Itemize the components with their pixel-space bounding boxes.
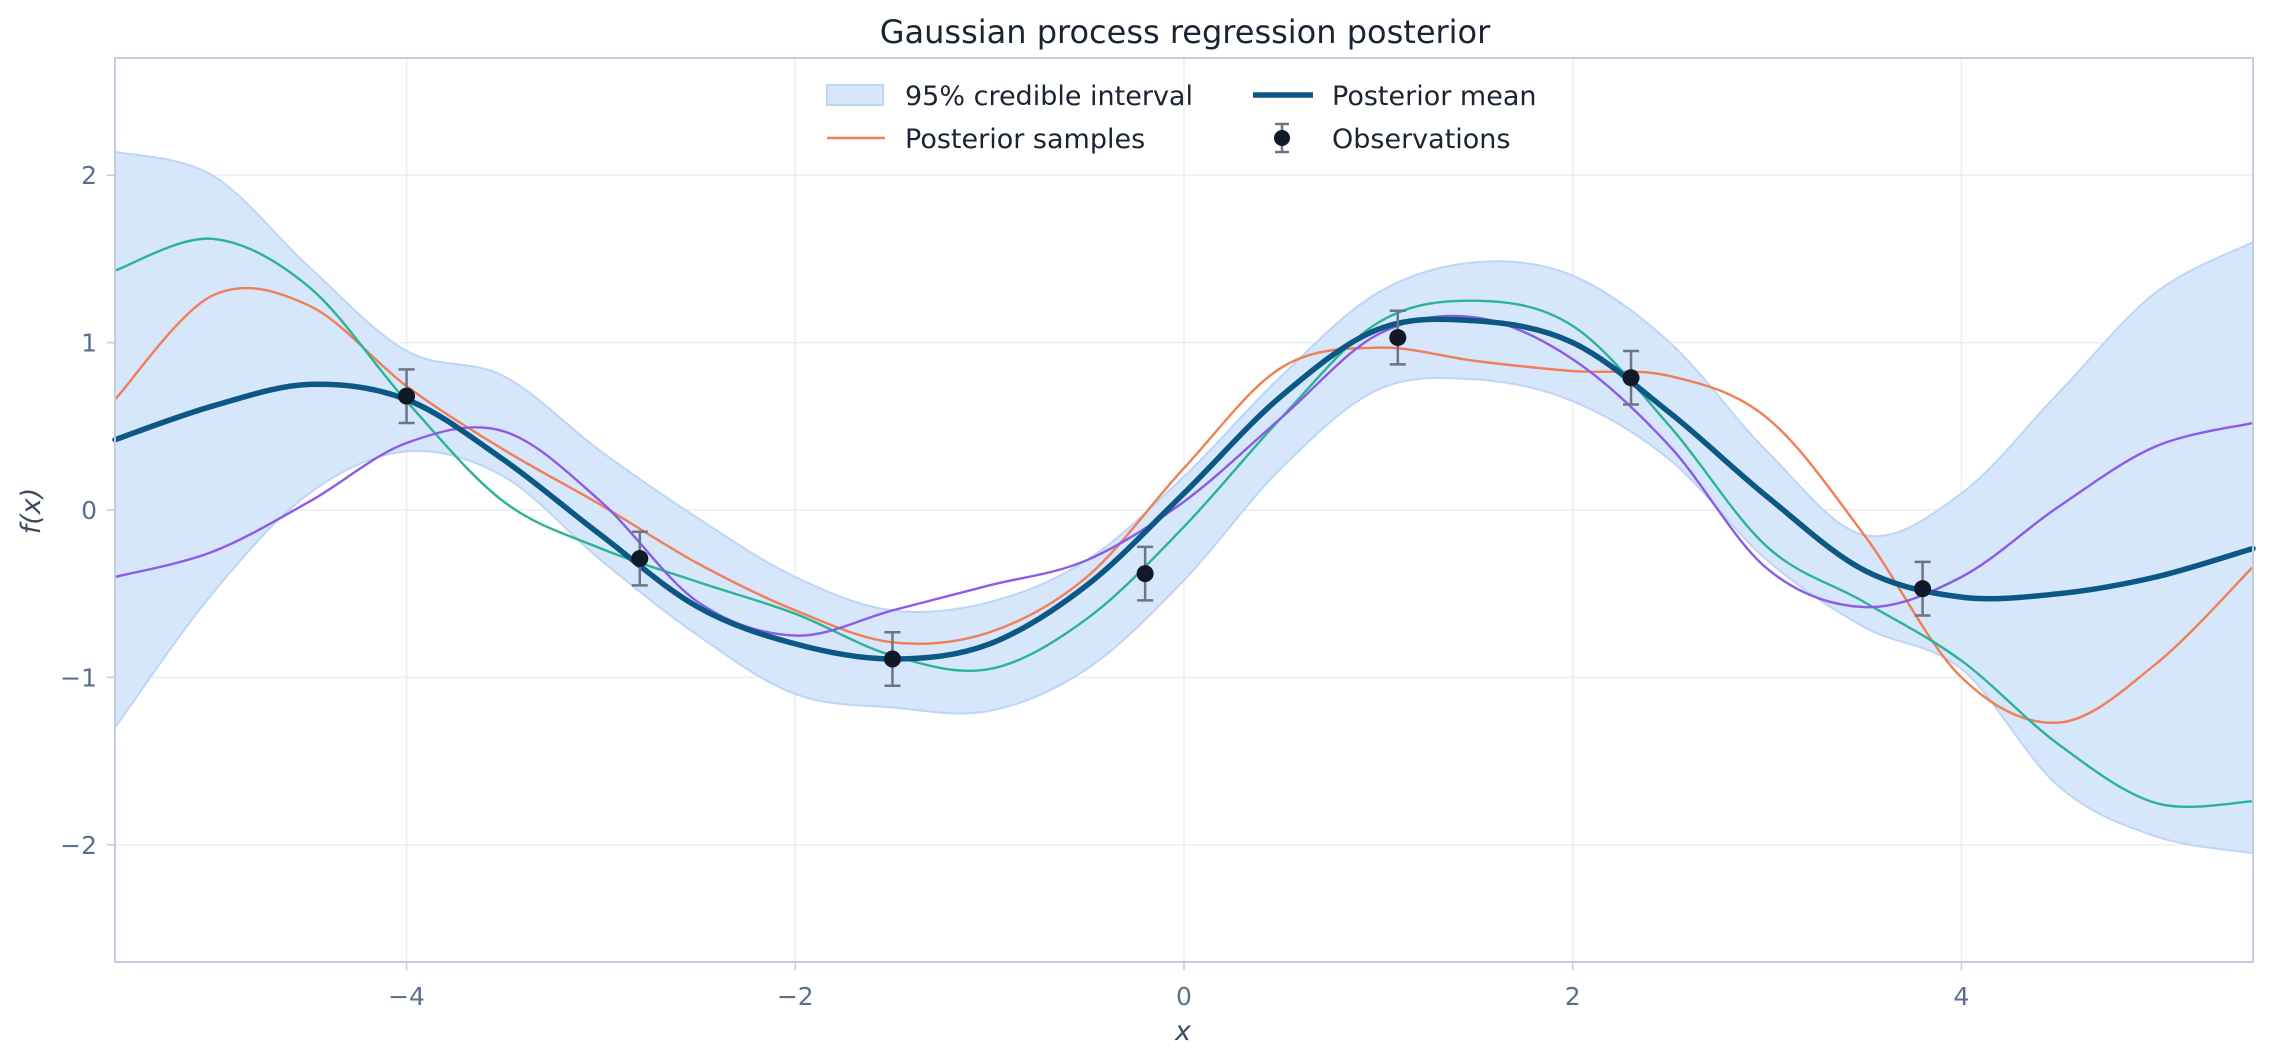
x-tick-label: 2 (1565, 982, 1581, 1011)
posterior-mean-line (112, 316, 2256, 662)
posterior-sample-line-3 (114, 314, 2254, 637)
chart-title: Gaussian process regression posterior (880, 13, 1491, 51)
observation-marker (1914, 580, 1932, 598)
observation-point (883, 630, 901, 688)
observation-point (1136, 545, 1154, 602)
legend-label-band: 95% credible interval (905, 81, 1193, 112)
observation-marker (1136, 565, 1154, 583)
observation-point (1914, 560, 1932, 617)
observation-marker (1389, 329, 1407, 347)
legend: 95% credible interval Posterior mean Poste… (826, 81, 1536, 155)
x-tick-label: 4 (1954, 982, 1970, 1011)
mean-line (112, 316, 2256, 662)
x-axis-label: x (1174, 1016, 1192, 1047)
observation-marker (883, 650, 901, 668)
legend-label-samples: Posterior samples (905, 124, 1145, 155)
x-tick-label: −2 (777, 982, 814, 1011)
y-tick-label: −2 (60, 831, 97, 860)
y-tick-label: −1 (60, 663, 97, 692)
legend-label-observations: Observations (1332, 124, 1510, 155)
legend-swatch-band (826, 84, 884, 106)
observation-point (631, 530, 649, 587)
observation-point (1389, 309, 1407, 366)
observation-point (1622, 349, 1640, 406)
observation-marker (1622, 369, 1640, 387)
y-axis-label: f(x) (16, 488, 47, 535)
sample-lines (114, 237, 2254, 809)
legend-swatch-observation (1274, 130, 1290, 146)
y-tick-label: 1 (81, 329, 97, 358)
x-tick-label: −4 (388, 982, 425, 1011)
x-tick-label: 0 (1176, 982, 1192, 1011)
observation-point (398, 368, 416, 425)
posterior-sample-line-2 (114, 237, 2254, 809)
observations (398, 309, 1932, 688)
posterior-sample-line-1 (114, 286, 2254, 724)
observation-marker (631, 550, 649, 568)
x-axis: −4 −2 0 2 4 (388, 962, 1969, 1011)
observation-marker (398, 387, 416, 405)
y-tick-label: 2 (81, 161, 97, 190)
y-tick-label: 0 (81, 496, 97, 525)
y-axis: −2 −1 0 1 2 (60, 161, 115, 860)
legend-label-mean: Posterior mean (1332, 81, 1536, 112)
